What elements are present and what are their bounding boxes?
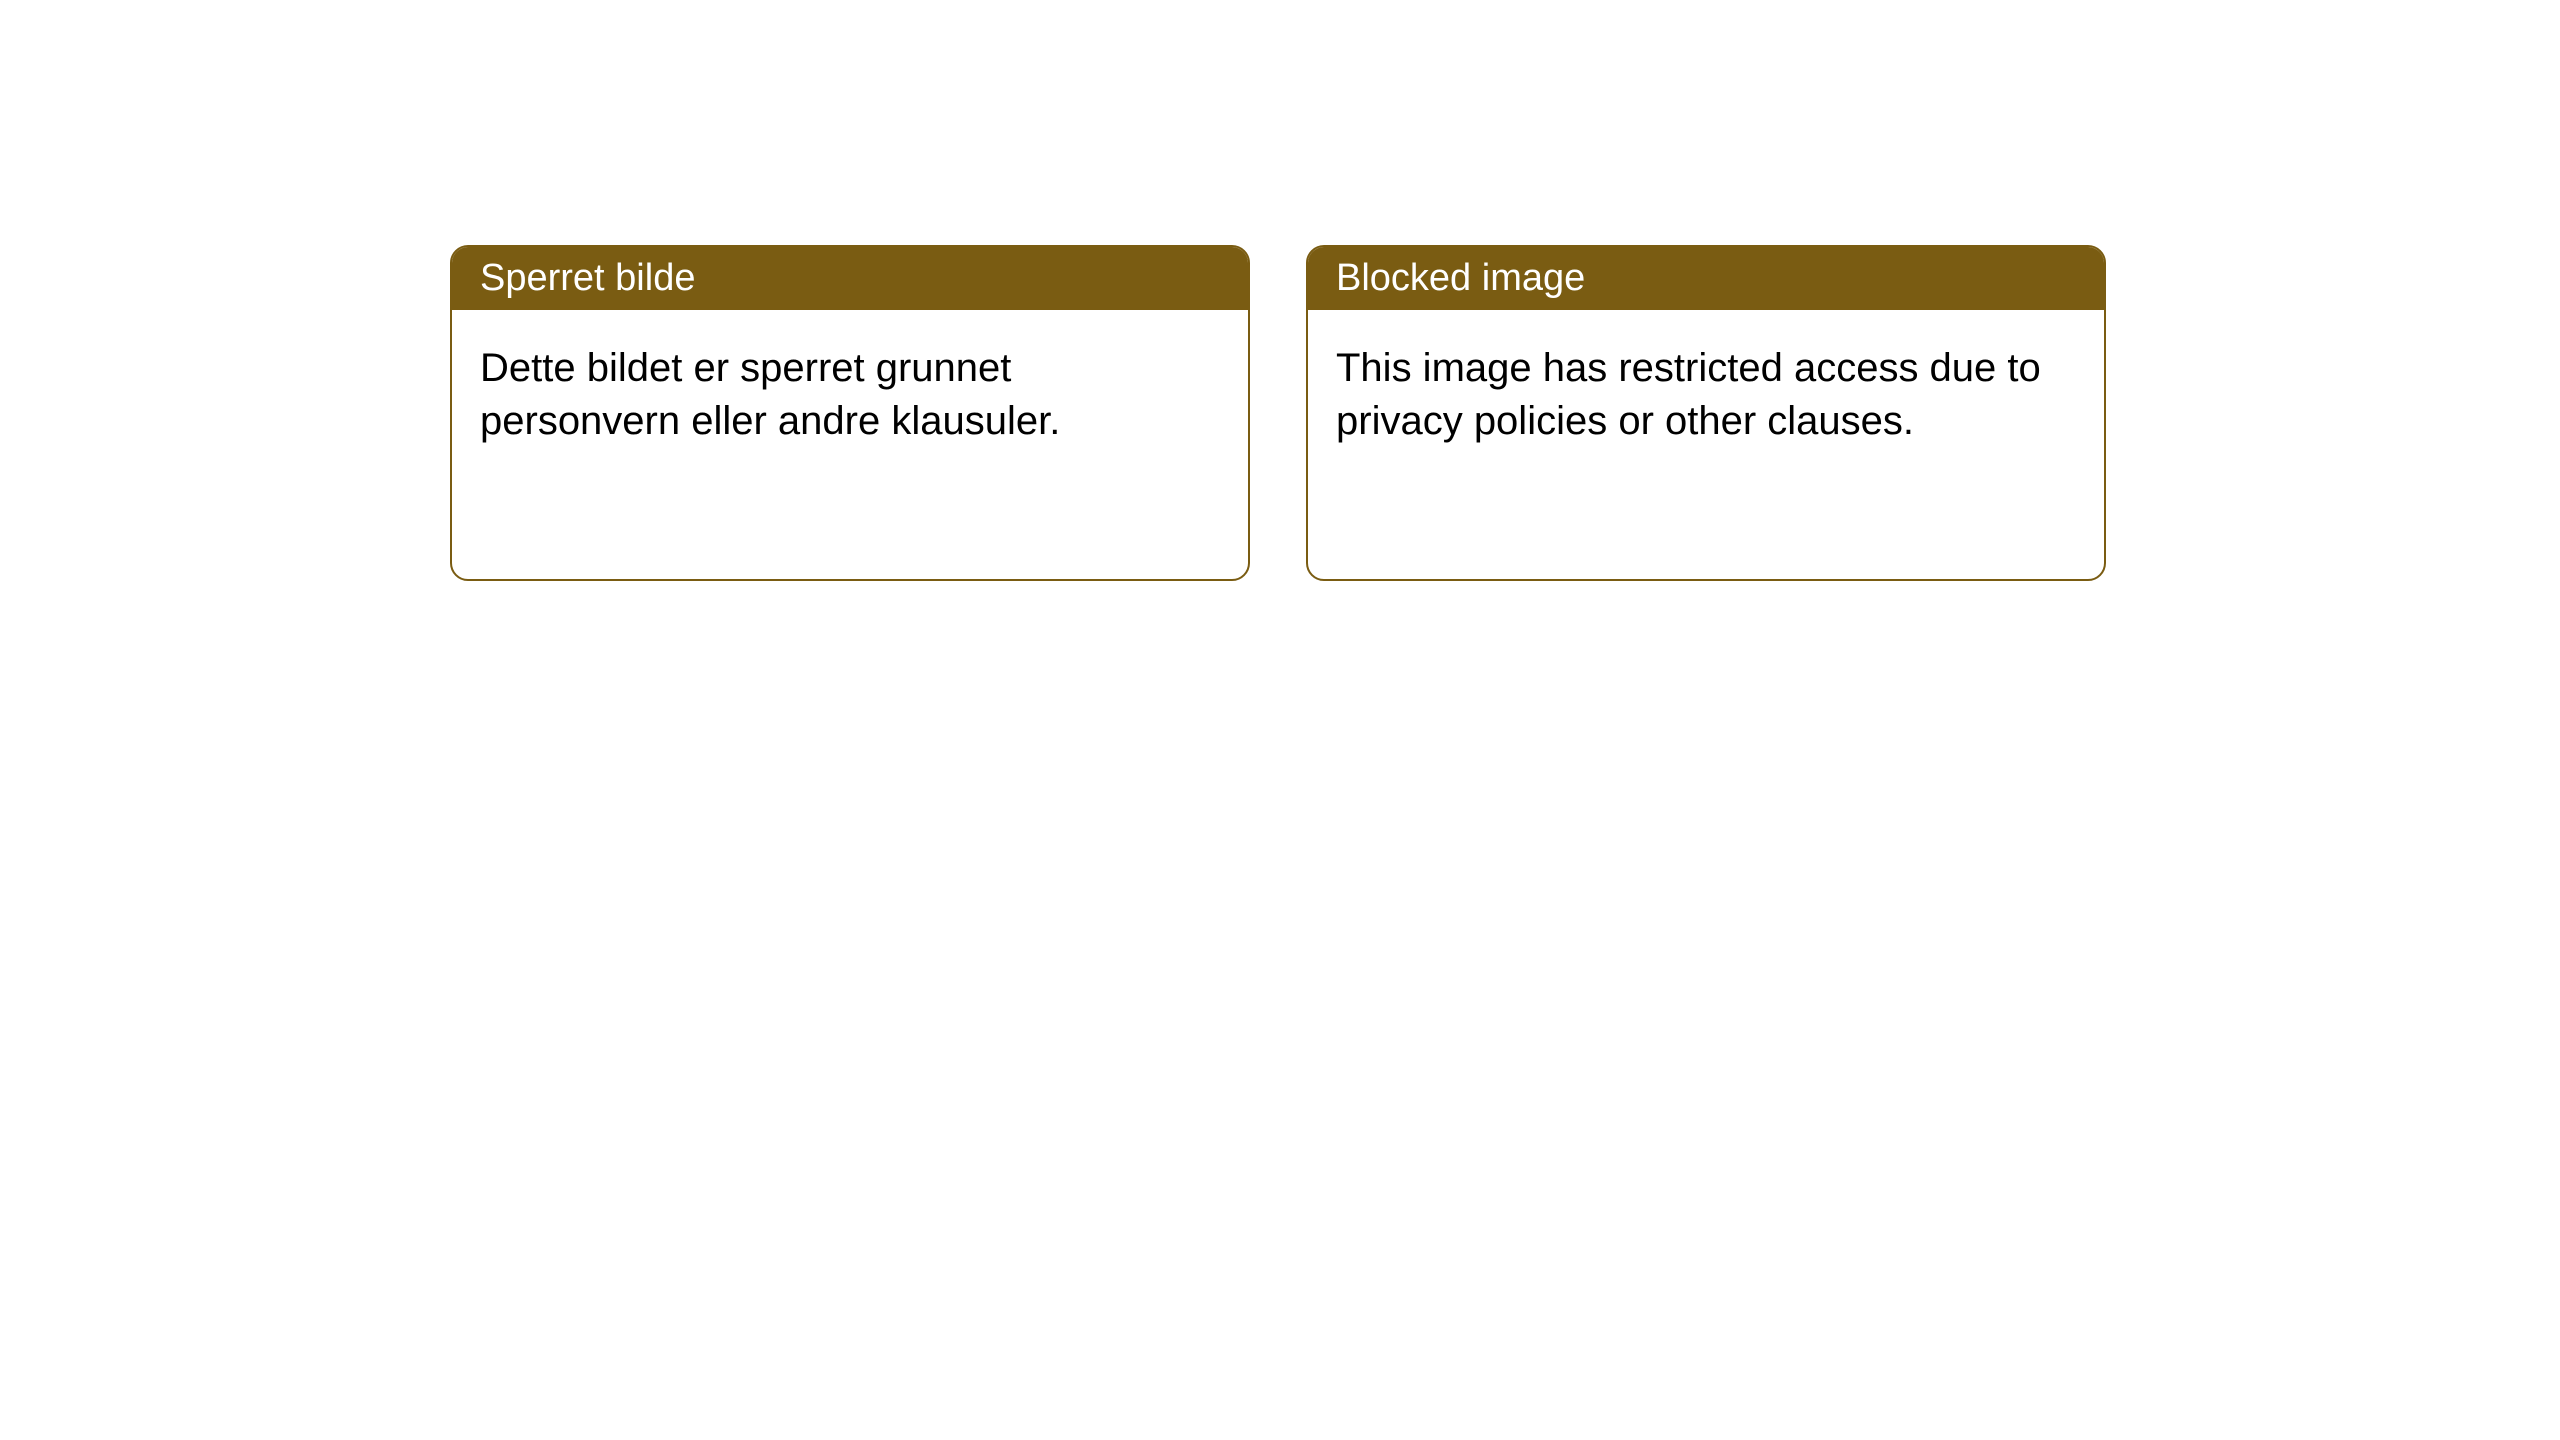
notice-card-body: Dette bildet er sperret grunnet personve… bbox=[452, 310, 1248, 480]
notice-card-header: Blocked image bbox=[1308, 247, 2104, 310]
notice-title: Blocked image bbox=[1336, 257, 1585, 299]
notice-body-text: This image has restricted access due to … bbox=[1336, 346, 2041, 443]
notice-container: Sperret bilde Dette bildet er sperret gr… bbox=[0, 0, 2560, 581]
notice-body-text: Dette bildet er sperret grunnet personve… bbox=[480, 346, 1060, 443]
notice-card-english: Blocked image This image has restricted … bbox=[1306, 245, 2106, 581]
notice-card-header: Sperret bilde bbox=[452, 247, 1248, 310]
notice-card-body: This image has restricted access due to … bbox=[1308, 310, 2104, 480]
notice-title: Sperret bilde bbox=[480, 257, 695, 299]
notice-card-norwegian: Sperret bilde Dette bildet er sperret gr… bbox=[450, 245, 1250, 581]
